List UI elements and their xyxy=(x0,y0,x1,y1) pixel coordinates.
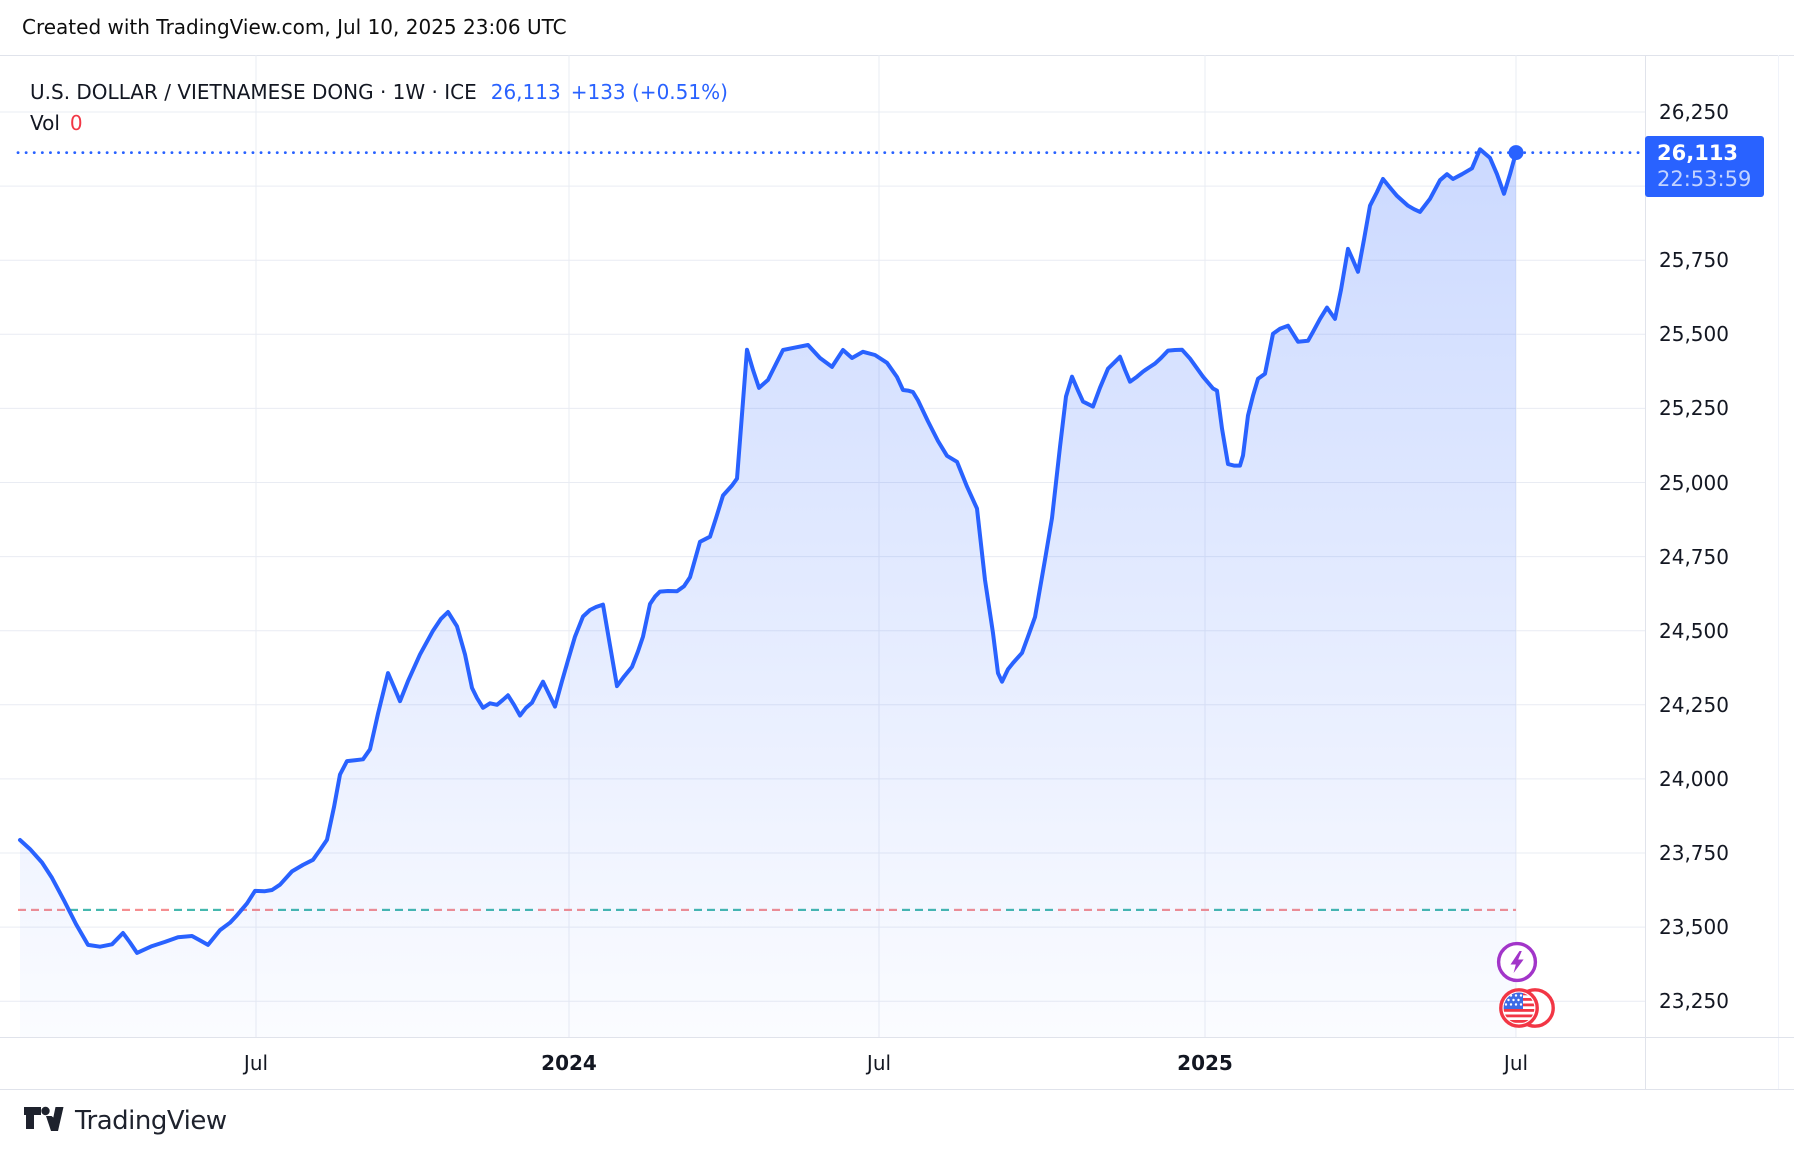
time-scale-label: 2025 xyxy=(1177,1051,1233,1075)
bar-countdown: 22:53:59 xyxy=(1657,167,1752,191)
legend-change: +133 (+0.51%) xyxy=(570,80,728,104)
current-price-value: 26,113 xyxy=(1657,141,1739,165)
time-scale-label: 2024 xyxy=(541,1051,597,1075)
legend-last-price: 26,113 xyxy=(490,80,561,104)
price-scale-label: 25,250 xyxy=(1659,396,1729,421)
attribution-text: Created with TradingView.com, Jul 10, 20… xyxy=(22,15,567,39)
price-line xyxy=(18,147,1518,955)
price-scale-label: 23,500 xyxy=(1659,915,1729,940)
last-price-dot xyxy=(1508,145,1524,161)
tradingview-logo-text: TradingView xyxy=(75,1106,227,1136)
time-scale-label: Jul xyxy=(866,1051,892,1075)
price-scale-label: 25,750 xyxy=(1659,248,1729,273)
series-area-fill xyxy=(20,149,1516,1038)
price-scale-label: 24,000 xyxy=(1659,766,1729,791)
price-scale-label: 23,750 xyxy=(1659,841,1729,865)
us-flag-icon[interactable] xyxy=(1496,986,1558,1034)
price-scale-label: 24,750 xyxy=(1659,544,1729,569)
price-scale-label: 24,250 xyxy=(1659,692,1729,717)
price-scale-border xyxy=(1645,55,1646,1089)
price-scale-label: 23,250 xyxy=(1659,989,1729,1014)
time-scale-label: Jul xyxy=(243,1051,269,1075)
footer-separator xyxy=(0,1089,1794,1090)
symbol-title[interactable]: U.S. DOLLAR / VIETNAMESE DONG · 1W · ICE xyxy=(30,80,477,104)
price-scale-label: 26,250 xyxy=(1659,100,1729,124)
price-scale-label: 24,500 xyxy=(1659,618,1729,643)
panel-right-border xyxy=(1778,55,1779,1089)
current-price-tag: 26,113 22:53:59 xyxy=(1645,136,1764,197)
price-scale-label: 25,000 xyxy=(1659,470,1729,495)
time-scale-label: Jul xyxy=(1503,1051,1529,1075)
time-scale-border xyxy=(0,1037,1794,1038)
tradingview-logo-icon xyxy=(24,1106,66,1136)
panel-top-border xyxy=(0,55,1794,56)
tradingview-logo[interactable]: TradingView xyxy=(24,1106,227,1136)
volume-value: 0 xyxy=(69,111,83,135)
price-scale-label: 25,500 xyxy=(1659,322,1729,347)
chart-legend: U.S. DOLLAR / VIETNAMESE DONG · 1W · ICE… xyxy=(30,80,728,135)
volume-label: Vol xyxy=(30,111,60,135)
lightning-icon[interactable] xyxy=(1495,940,1539,988)
